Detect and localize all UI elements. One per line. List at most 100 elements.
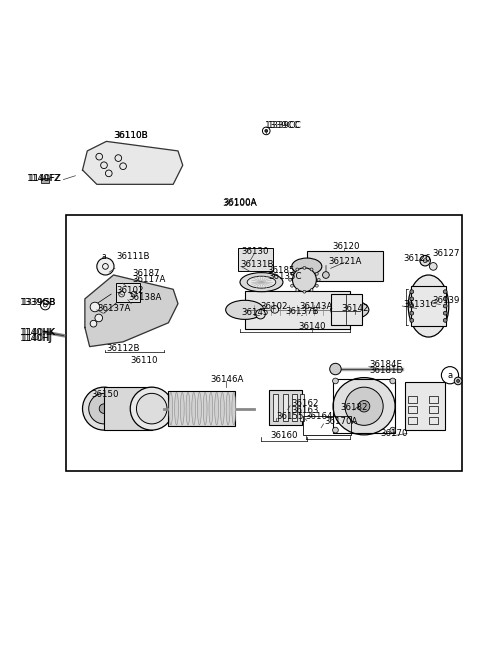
Circle shape: [290, 284, 293, 287]
Ellipse shape: [240, 272, 283, 291]
Text: 36155: 36155: [277, 412, 304, 421]
Text: 36100A: 36100A: [223, 198, 257, 207]
Circle shape: [310, 289, 313, 291]
Text: a: a: [447, 371, 453, 380]
Ellipse shape: [226, 300, 264, 320]
Text: 1140HJ: 1140HJ: [22, 335, 52, 343]
Text: 36137A: 36137A: [98, 304, 131, 313]
Circle shape: [390, 378, 396, 384]
Text: 36170: 36170: [380, 430, 408, 438]
Circle shape: [265, 130, 268, 132]
Circle shape: [390, 427, 396, 433]
Text: 1140HK: 1140HK: [22, 328, 56, 337]
Circle shape: [290, 272, 293, 275]
Circle shape: [359, 400, 370, 412]
Circle shape: [97, 258, 114, 275]
Ellipse shape: [232, 392, 236, 425]
Text: 1339CC: 1339CC: [267, 121, 301, 130]
Circle shape: [345, 387, 383, 425]
Ellipse shape: [220, 392, 224, 425]
Text: 36170A: 36170A: [324, 417, 358, 426]
Text: 36164: 36164: [305, 412, 333, 421]
Text: 36138A: 36138A: [128, 293, 162, 303]
Bar: [333, 379, 395, 434]
Ellipse shape: [175, 392, 179, 425]
Ellipse shape: [331, 300, 369, 320]
Circle shape: [315, 284, 318, 287]
Text: 36110B: 36110B: [113, 131, 148, 140]
Text: 36130: 36130: [241, 247, 269, 255]
Ellipse shape: [130, 387, 173, 430]
Circle shape: [442, 367, 458, 384]
Ellipse shape: [333, 378, 395, 435]
Text: 36131C: 36131C: [404, 299, 437, 309]
Bar: [430, 417, 438, 424]
Ellipse shape: [292, 268, 316, 291]
Text: 36111B: 36111B: [116, 252, 149, 261]
Text: 36102: 36102: [117, 286, 144, 295]
Text: 36163: 36163: [291, 405, 319, 415]
Bar: [292, 394, 297, 421]
Text: 36121A: 36121A: [328, 257, 361, 266]
Circle shape: [410, 318, 414, 322]
Circle shape: [90, 320, 97, 327]
Ellipse shape: [198, 392, 201, 425]
Text: 36100A: 36100A: [223, 199, 257, 208]
Bar: [307, 251, 383, 281]
Circle shape: [256, 309, 265, 319]
Circle shape: [271, 305, 279, 313]
Circle shape: [315, 272, 318, 275]
Circle shape: [296, 268, 299, 271]
Bar: [238, 248, 274, 271]
Ellipse shape: [186, 392, 190, 425]
Circle shape: [296, 289, 299, 291]
Circle shape: [310, 268, 313, 271]
Ellipse shape: [169, 392, 173, 425]
Circle shape: [303, 267, 306, 269]
Circle shape: [410, 297, 414, 301]
Bar: [408, 406, 417, 413]
Bar: [408, 417, 417, 424]
Ellipse shape: [271, 297, 324, 316]
Text: 36131B: 36131B: [240, 260, 274, 269]
Bar: [116, 283, 140, 302]
Text: 36162: 36162: [291, 400, 319, 408]
Circle shape: [333, 378, 338, 384]
Text: 36120: 36120: [332, 242, 360, 252]
Bar: [303, 416, 351, 435]
Circle shape: [410, 311, 414, 315]
Text: 36117A: 36117A: [132, 275, 166, 284]
Circle shape: [444, 297, 447, 301]
Text: 36102: 36102: [261, 301, 288, 310]
Text: 36184E: 36184E: [370, 360, 403, 369]
Text: 36146A: 36146A: [210, 375, 243, 384]
Circle shape: [420, 255, 431, 266]
Bar: [430, 406, 438, 413]
Text: 36112B: 36112B: [107, 344, 140, 353]
Circle shape: [330, 364, 341, 375]
Bar: [245, 291, 350, 329]
Bar: [331, 294, 362, 325]
Text: 36181D: 36181D: [370, 366, 404, 375]
Text: 1339GB: 1339GB: [22, 298, 56, 307]
Ellipse shape: [408, 275, 449, 337]
Circle shape: [323, 272, 329, 278]
Bar: [411, 286, 446, 326]
Text: 1339CC: 1339CC: [265, 121, 300, 130]
Circle shape: [333, 427, 338, 433]
Text: a: a: [102, 252, 107, 261]
Ellipse shape: [215, 392, 218, 425]
Text: 36150: 36150: [91, 390, 119, 400]
Circle shape: [410, 290, 414, 293]
Ellipse shape: [203, 392, 207, 425]
Circle shape: [89, 394, 119, 424]
Bar: [168, 391, 235, 426]
Ellipse shape: [321, 257, 369, 274]
Circle shape: [430, 263, 437, 271]
Ellipse shape: [247, 276, 276, 288]
Text: 36142: 36142: [342, 304, 369, 313]
Bar: [408, 396, 417, 403]
Circle shape: [454, 377, 462, 384]
Bar: [430, 396, 438, 403]
Bar: [104, 387, 152, 430]
